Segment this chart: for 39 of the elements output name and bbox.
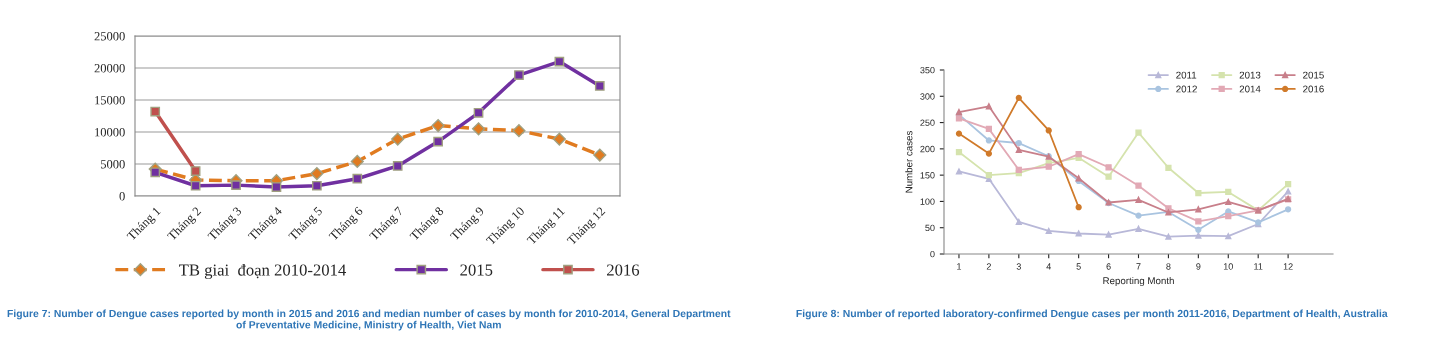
legend-label: 2014 <box>1239 85 1261 93</box>
legend-label: 2016 <box>1303 85 1324 93</box>
y-tick-label: 25000 <box>94 32 125 41</box>
y-tick-label: 150 <box>920 172 935 179</box>
x-tick-label: 6 <box>1106 263 1111 270</box>
legend-label: TB giai đoạn 2010-2014 <box>179 263 347 280</box>
x-tick-label: 3 <box>1016 263 1021 270</box>
y-tick-label: 0 <box>930 250 935 258</box>
legend-label: 2011 <box>1176 71 1197 79</box>
x-tick-label: 1 <box>957 263 962 270</box>
x-tick-label: 9 <box>1196 263 1201 270</box>
y-tick-label: 0 <box>119 192 125 201</box>
y-tick-label: 350 <box>920 66 935 74</box>
legend-label: 2012 <box>1176 85 1197 93</box>
y-tick-label: 10000 <box>95 128 125 137</box>
y-tick-label: 15000 <box>95 96 125 105</box>
caption: Figure 8: Number of reported laboratory-confirmed Dengue cases per month 2011-2016, Department of Health, Australia <box>796 309 1388 320</box>
legend-label: 2016 <box>607 264 640 276</box>
x-tick-label: 12 <box>1283 263 1293 270</box>
y-tick-label: 100 <box>920 198 935 205</box>
x-tick-label: 7 <box>1136 263 1141 270</box>
legend-label: 2015 <box>460 264 493 276</box>
x-axis-title: Reporting Month <box>1103 277 1174 287</box>
legend-label: 2015 <box>1303 71 1324 79</box>
x-tick-label: 5 <box>1076 263 1081 270</box>
legend-label: 2013 <box>1239 71 1261 79</box>
caption: Figure 7: Number of Dengue cases reported by month in 2015 and 2016 and median number of cases by month for 2010-2014, General Department of Preventative Medicine, Ministry of Health, Viet Nam <box>7 309 731 331</box>
y-tick-label: 5000 <box>101 160 125 169</box>
x-tick-label: 11 <box>1254 263 1263 270</box>
y-tick-label: 300 <box>920 93 935 100</box>
y-tick-label: 200 <box>920 145 935 153</box>
x-tick-label: 10 <box>1223 263 1233 270</box>
x-tick-label: 4 <box>1046 263 1051 270</box>
x-tick-label: 8 <box>1166 263 1171 270</box>
y-tick-label: 20000 <box>94 64 125 73</box>
y-tick-label: 50 <box>925 224 935 232</box>
x-tick-label: 2 <box>986 263 991 270</box>
y-tick-label: 250 <box>920 119 935 126</box>
y-axis-title: Number cases <box>905 131 913 193</box>
